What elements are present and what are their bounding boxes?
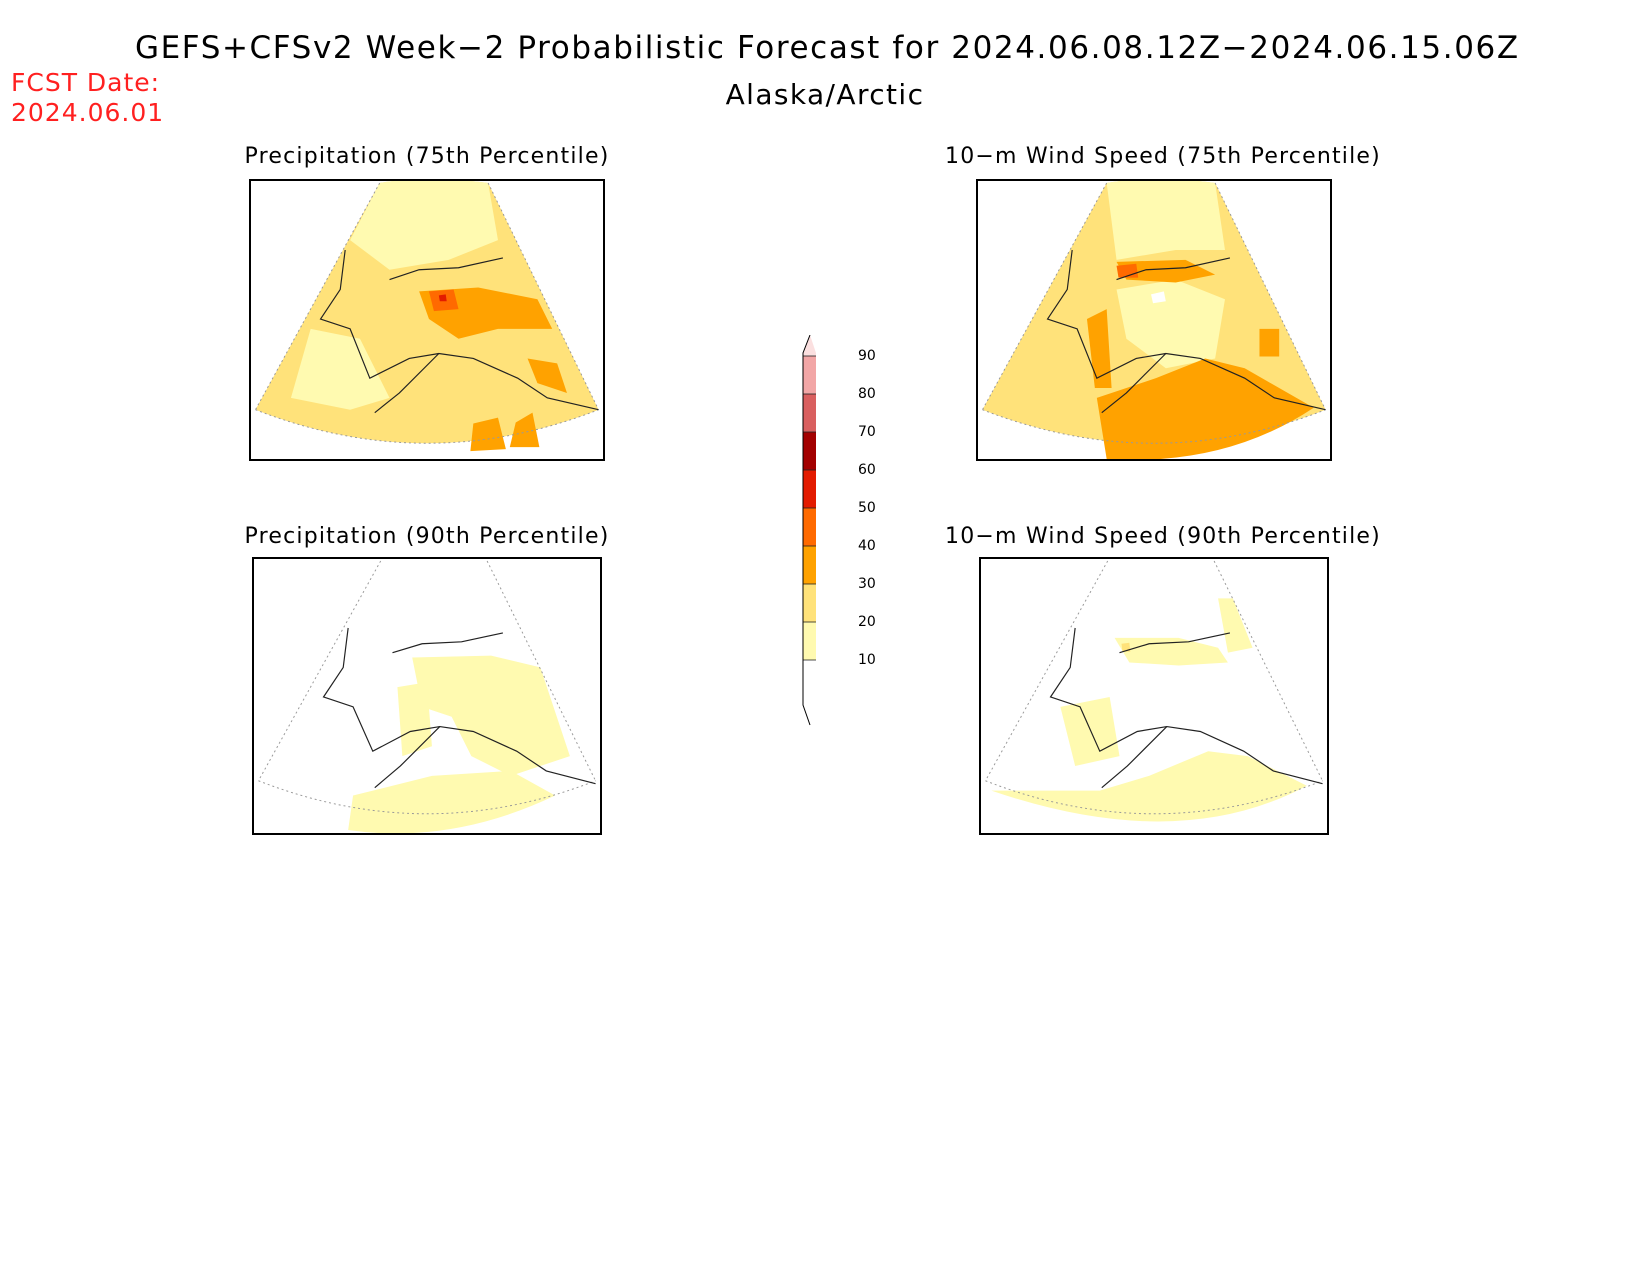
- precip-90-graticule: [258, 560, 596, 815]
- colorbar-label-90: 90: [858, 348, 876, 364]
- colorbar-label-40: 40: [858, 538, 876, 554]
- precip-90-coastline: [322, 627, 596, 785]
- precip-75-coastline: [319, 249, 599, 411]
- panel-title-wind-90: 10−m Wind Speed (90th Percentile): [945, 524, 1381, 549]
- wind-90-map: [985, 560, 1323, 822]
- colorbar-box-40: [803, 508, 816, 546]
- panel-title-precip-90: Precipitation (90th Percentile): [244, 524, 610, 549]
- colorbar-label-70: 70: [858, 424, 876, 440]
- colorbar-box-10: [803, 622, 816, 660]
- precip-90-north-coast: [392, 632, 504, 654]
- map-panel-precip-75: [249, 179, 605, 461]
- colorbar-box-50: [803, 470, 816, 508]
- wind-75-north-coast-high: [1116, 259, 1216, 283]
- wind-75-graticule: [982, 182, 1326, 444]
- wind-75-map: [982, 181, 1326, 459]
- page-title: GEFS+CFSv2 Week−2 Probabilistic Forecast…: [135, 30, 1520, 66]
- colorbar-label-10: 10: [858, 652, 876, 668]
- wind-90-northeast-light: [1218, 598, 1253, 653]
- wind-75-gulf-high: [1096, 358, 1314, 459]
- wind-75-interior-light: [1116, 279, 1225, 369]
- precip-75-southeast-high: [527, 358, 567, 393]
- precip-90-map: [258, 560, 596, 833]
- map-panel-precip-90: [252, 557, 602, 835]
- colorbar-top-cap: [803, 335, 816, 356]
- wind-90-graticule: [985, 560, 1323, 815]
- colorbar-box-70: [803, 394, 816, 432]
- colorbar-box-30: [803, 546, 816, 584]
- map-panel-wind-75: [976, 179, 1332, 461]
- wind-75-peninsula: [1101, 353, 1167, 414]
- fcst-date-value: 2024.06.01: [11, 98, 165, 127]
- wind-90-bering-light: [1060, 696, 1120, 766]
- colorbar-box-20: [803, 584, 816, 622]
- colorbar-label-50: 50: [858, 500, 876, 516]
- wind-90-north-coast: [1119, 632, 1231, 654]
- colorbar-box-80: [803, 356, 816, 394]
- precip-90-interior-light: [412, 655, 570, 776]
- forecast-date: FCST Date: 2024.06.01: [11, 68, 164, 128]
- panel-title-wind-75: 10−m Wind Speed (75th Percentile): [945, 144, 1381, 169]
- map-panel-wind-90: [979, 557, 1329, 835]
- wind-75-north-coast: [1116, 257, 1231, 281]
- precip-75-gulf-high: [470, 417, 506, 452]
- precip-75-north-coast: [389, 257, 504, 281]
- precip-75-map: [255, 181, 599, 452]
- wind-75-coastline: [1046, 249, 1326, 411]
- colorbar-box-60: [803, 432, 816, 470]
- colorbar-label-60: 60: [858, 462, 876, 478]
- panel-title-precip-75: Precipitation (75th Percentile): [244, 144, 610, 169]
- colorbar-outline: [802, 335, 811, 726]
- precip-75-north-light: [350, 181, 498, 270]
- colorbar: [802, 335, 816, 726]
- precip-90-gulf-light: [348, 770, 556, 833]
- precip-75-gulf-high-2: [509, 412, 540, 448]
- precip-90-peninsula: [374, 726, 441, 789]
- wind-90-peninsula: [1101, 726, 1168, 789]
- precip-90-west-light: [397, 682, 432, 757]
- precip-75-west-light: [290, 328, 390, 410]
- colorbar-label-30: 30: [858, 576, 876, 592]
- wind-75-north-light: [1106, 181, 1225, 260]
- wind-90-gulf-light: [991, 751, 1307, 822]
- precip-75-graticule: [255, 182, 599, 444]
- wind-90-north-coast-light: [1114, 637, 1228, 666]
- precip-75-peak-core: [438, 294, 447, 302]
- precip-75-peninsula: [374, 353, 440, 414]
- colorbar-label-80: 80: [858, 386, 876, 402]
- fcst-date-label: FCST Date:: [11, 68, 161, 97]
- wind-90-coastline: [1049, 627, 1323, 785]
- wind-75-low-spot: [1151, 291, 1166, 304]
- wind-75-east-high: [1259, 328, 1280, 357]
- region-subtitle: Alaska/Arctic: [725, 78, 925, 111]
- colorbar-label-20: 20: [858, 614, 876, 630]
